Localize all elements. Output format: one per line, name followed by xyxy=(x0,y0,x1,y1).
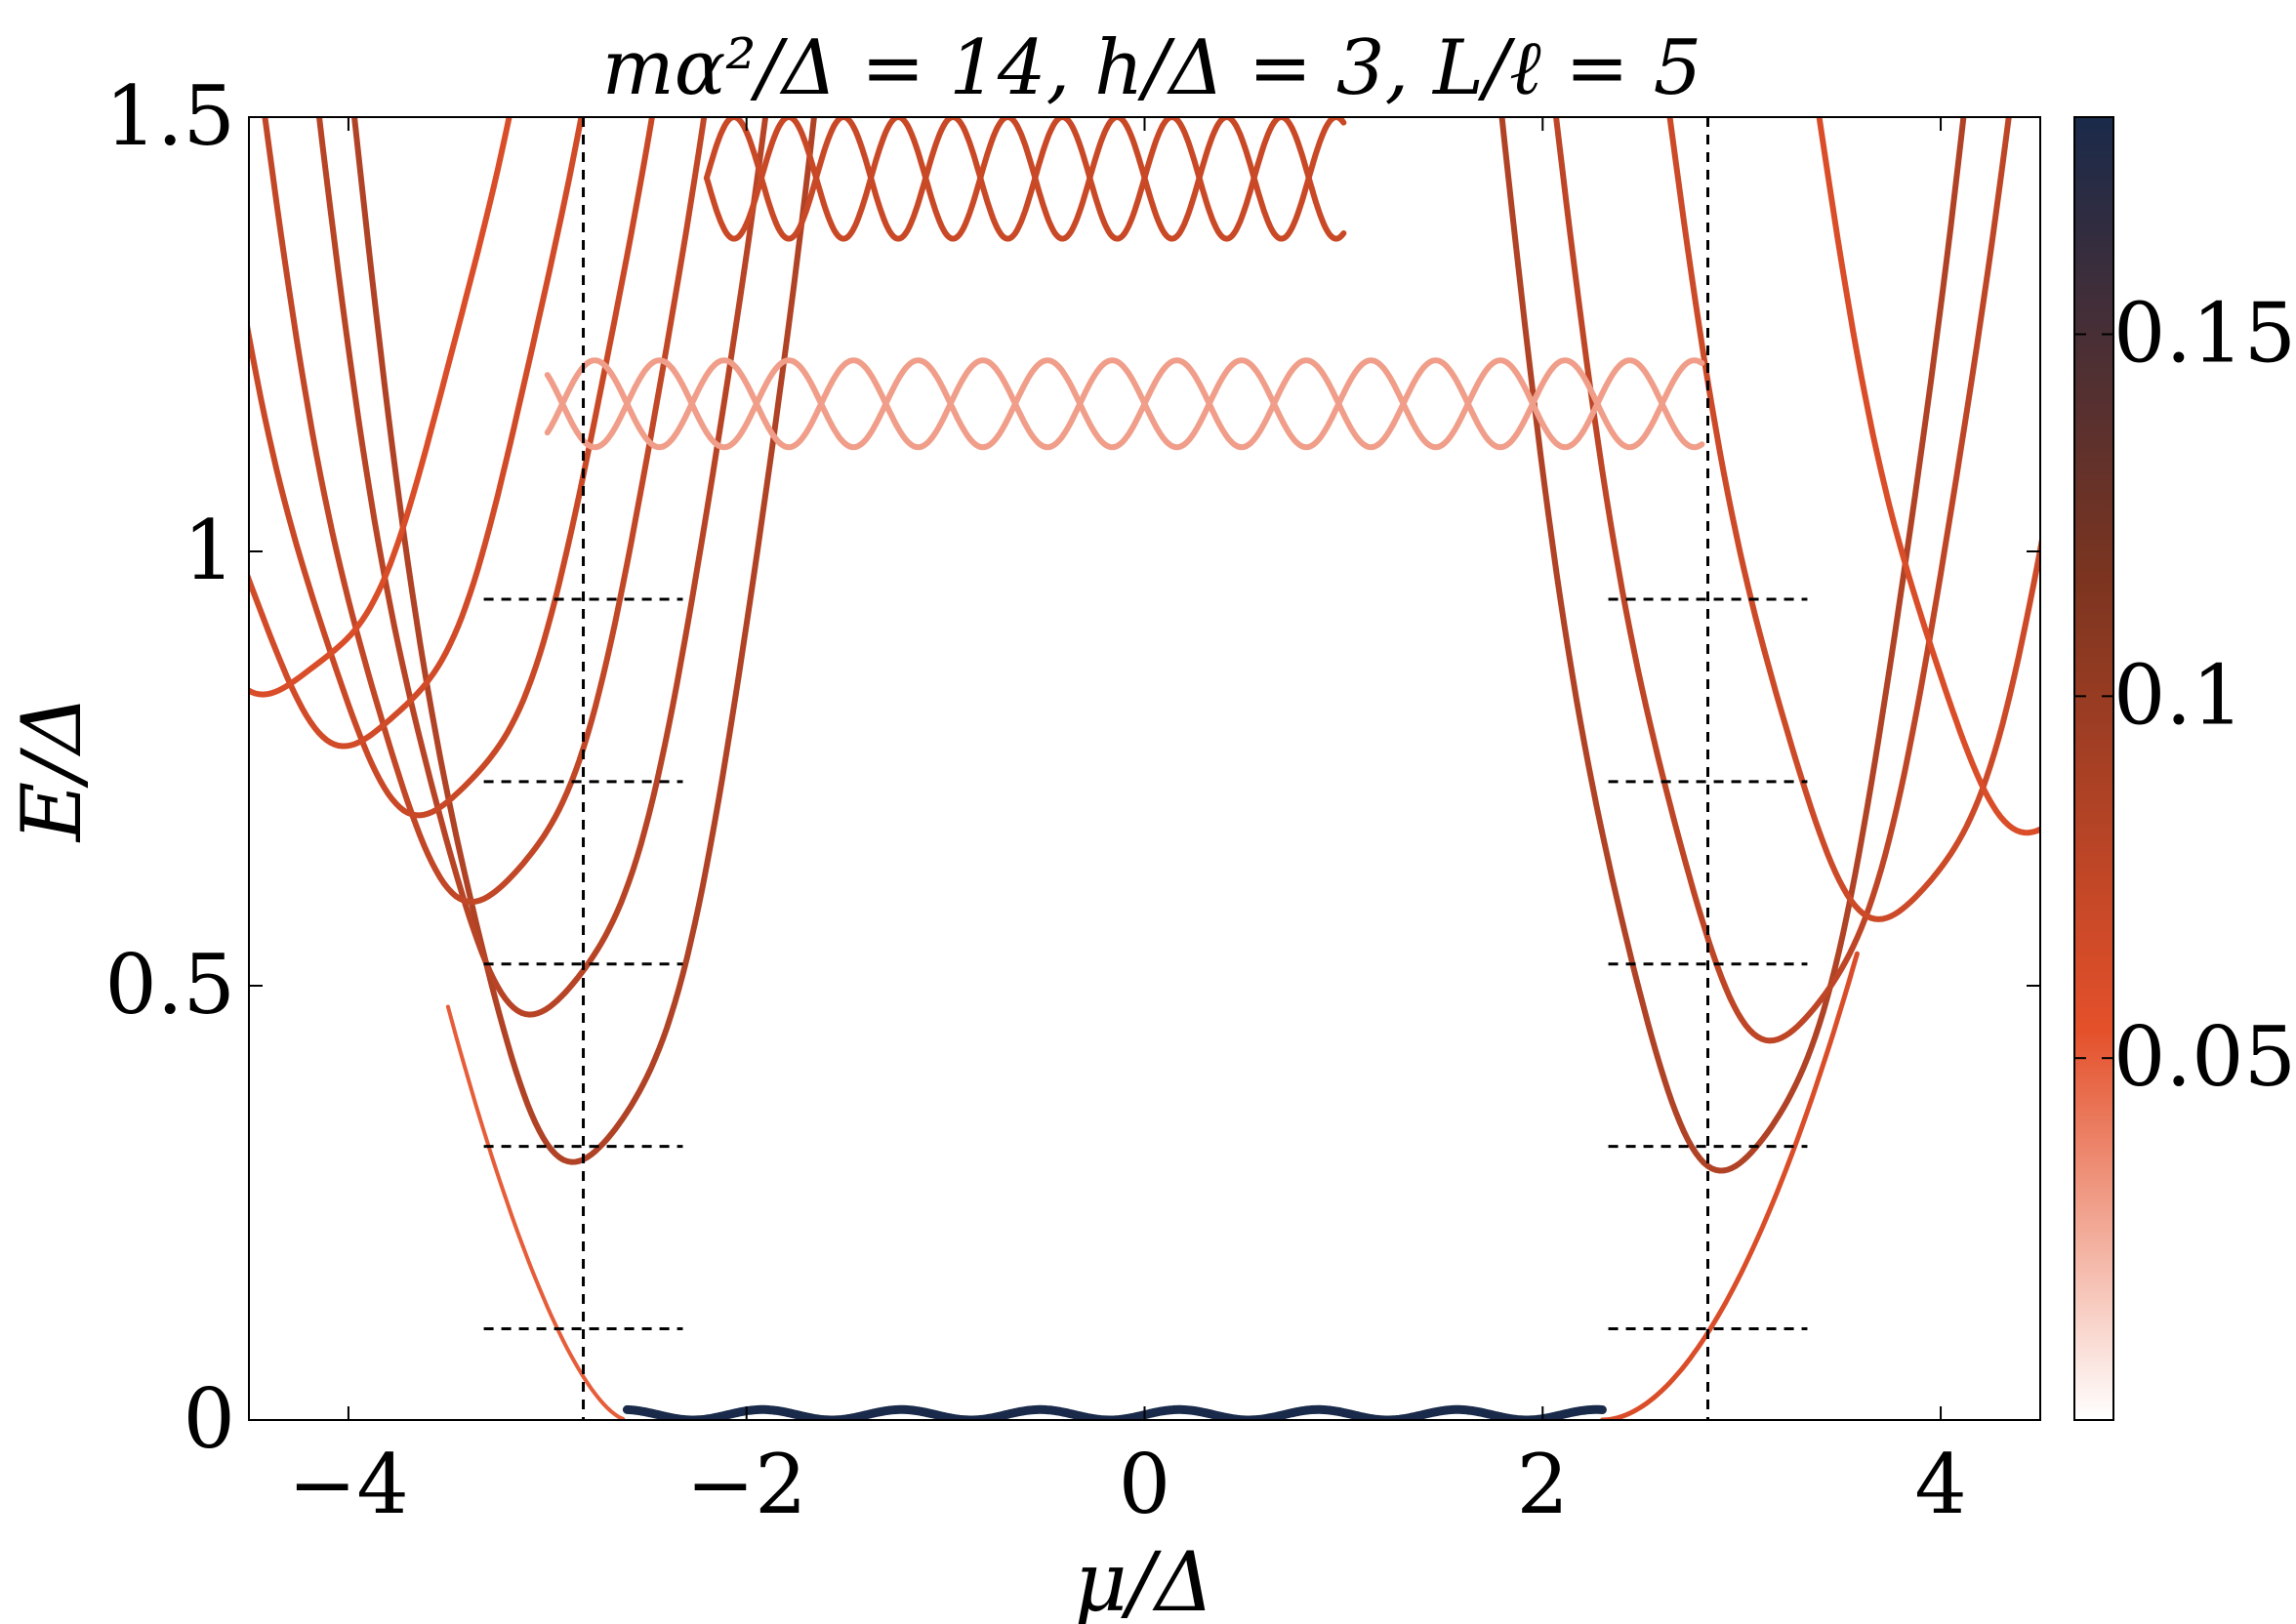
right-lobe-branch xyxy=(1666,117,2040,922)
left-lobe-branch xyxy=(316,117,769,1018)
x-tick-label: 4 xyxy=(1914,1437,1966,1532)
left-lobe-branch xyxy=(351,117,817,1165)
x-tick-label: 2 xyxy=(1517,1437,1569,1532)
y-tick-label: 1 xyxy=(184,503,235,598)
left-lobe-branch xyxy=(249,117,512,698)
left-lobe-branch xyxy=(249,117,585,750)
x-axis-ticks: −4 −2 0 2 4 xyxy=(288,117,1967,1532)
series-layer xyxy=(249,117,2040,1420)
y-axis-label: E/Δ xyxy=(4,695,100,843)
left-lobe-branch xyxy=(262,117,708,906)
right-lobe-branch xyxy=(1816,117,2040,836)
oscillating-band xyxy=(544,357,1705,451)
x-tick-label: −4 xyxy=(288,1437,409,1532)
right-lobe-branch xyxy=(1553,117,2012,1044)
colorbar xyxy=(2073,116,2114,1421)
colorbar-tick-label: 0.15 xyxy=(2113,286,2296,382)
oscillating-band xyxy=(703,117,1347,242)
x-tick-label: 0 xyxy=(1119,1437,1170,1532)
oscillating-band xyxy=(544,357,1705,451)
colorbar-tick-label: 0.05 xyxy=(2113,1009,2296,1105)
right-edge-branch xyxy=(1599,951,1860,1420)
x-tick-label: −2 xyxy=(686,1437,807,1532)
y-tick-label: 0 xyxy=(184,1371,235,1467)
y-axis-ticks: 0 0.5 1 1.5 xyxy=(104,68,2040,1467)
plot-area xyxy=(249,117,2040,1420)
y-tick-label: 1.5 xyxy=(104,68,235,164)
left-edge-branch xyxy=(445,1004,626,1420)
chart-title: mα²/Δ = 14, h/Δ = 3, L/ℓ = 5 xyxy=(602,24,1702,112)
marker-layer xyxy=(483,117,1808,1420)
colorbar-tick-label: 0.1 xyxy=(2113,647,2244,743)
y-tick-label: 0.5 xyxy=(104,937,235,1033)
x-axis-label: μ/Δ xyxy=(1074,1534,1214,1624)
right-lobe-branch xyxy=(1498,117,1967,1174)
colorbar-ticks: 0.05 0.1 0.15 xyxy=(2074,286,2296,1105)
oscillating-band xyxy=(703,117,1347,242)
